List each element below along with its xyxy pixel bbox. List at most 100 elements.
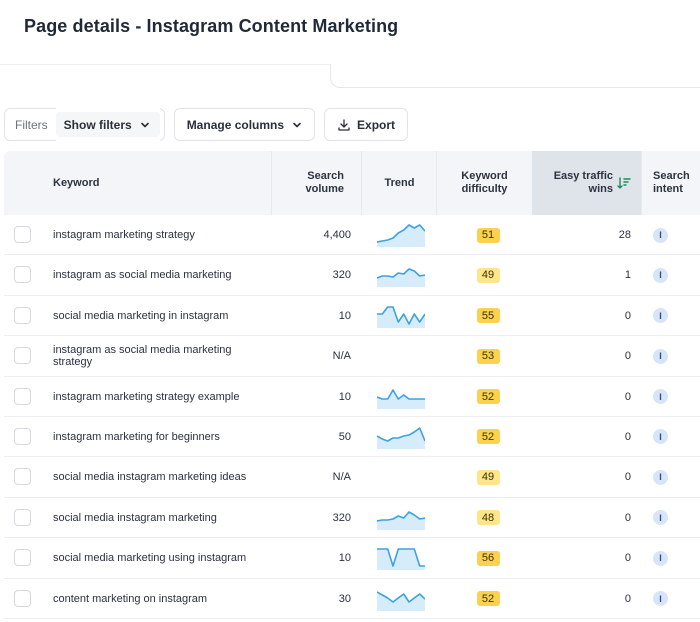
show-filters-button[interactable]: Show filters (55, 108, 160, 141)
header-trend-label: Trend (384, 176, 415, 189)
trend-cell (377, 417, 427, 457)
page-title: Page details - Instagram Content Marketi… (24, 16, 399, 36)
search-volume-cell: 10 (272, 296, 351, 336)
keyword-cell[interactable]: social media marketing in instagram (53, 296, 268, 336)
row-checkbox[interactable] (14, 387, 31, 405)
table-row[interactable]: instagram marketing strategy example 10 … (4, 377, 700, 417)
trend-area (377, 427, 425, 449)
keyword-cell[interactable]: social media instagram marketing (53, 498, 268, 538)
trend-line (377, 510, 425, 522)
search-volume-cell: N/A (272, 457, 351, 497)
trend-area (377, 591, 425, 611)
intent-informational-badge[interactable]: I (653, 308, 668, 324)
row-checkbox[interactable] (14, 226, 31, 243)
row-checkbox[interactable] (14, 549, 31, 567)
header-search-volume-line2: volume (305, 183, 344, 195)
download-icon (338, 118, 350, 131)
intent-informational-badge[interactable]: I (653, 469, 668, 485)
search-intent-cell: I (653, 377, 673, 417)
easy-traffic-wins-cell: 0 (532, 336, 631, 376)
table-row[interactable]: social media marketing in instagram 10 5… (4, 296, 700, 337)
table-row[interactable]: social media marketing using instagram 1… (4, 538, 700, 579)
manage-columns-button[interactable]: Manage columns (173, 108, 316, 141)
keyword-difficulty-cell: 51 (473, 215, 503, 255)
table-row[interactable]: social media instagram marketing 320 48 … (4, 498, 700, 539)
trend-sparkline (377, 388, 425, 409)
keyword-cell[interactable]: social media instagram marketing ideas (53, 457, 268, 497)
header-intent-line2: intent (653, 183, 683, 195)
search-volume-cell: 30 (272, 579, 351, 619)
row-checkbox[interactable] (14, 347, 31, 365)
intent-informational-badge[interactable]: I (653, 591, 668, 607)
search-volume-value: 320 (332, 269, 351, 282)
show-filters-label: Show filters (63, 117, 132, 132)
intent-informational-badge[interactable]: I (653, 227, 668, 243)
row-checkbox[interactable] (14, 589, 31, 607)
keyword-text: instagram as social media marketing stra… (53, 344, 232, 369)
table-row[interactable]: social media instagram marketing ideas N… (4, 457, 700, 498)
header-keyword-difficulty[interactable]: Keyword difficulty (437, 151, 532, 215)
table-row[interactable]: instagram marketing for beginners 50 52 … (4, 417, 700, 458)
intent-informational-badge[interactable]: I (653, 389, 668, 405)
table-row[interactable]: instagram as social media marketing stra… (4, 336, 700, 377)
toolbar: Filters Show filters Manage columns Expo… (4, 108, 409, 141)
trend-cell (377, 296, 427, 336)
easy-traffic-wins-value: 0 (624, 552, 631, 565)
easy-traffic-wins-cell: 0 (532, 457, 631, 497)
export-button[interactable]: Export (324, 108, 409, 141)
easy-traffic-wins-value: 0 (624, 390, 631, 403)
row-checkbox[interactable] (14, 468, 31, 486)
keyword-difficulty-badge: 49 (476, 469, 500, 485)
header-search-volume-line1: Search (307, 170, 344, 182)
trend-sparkline (377, 305, 425, 328)
show-filters-button-surface[interactable]: Show filters (55, 112, 160, 137)
keyword-difficulty-cell: 49 (473, 255, 503, 295)
keyword-cell[interactable]: instagram marketing strategy (53, 215, 268, 255)
table-row[interactable]: content marketing on instagram 30 52 0 I (4, 579, 700, 619)
intent-informational-badge[interactable]: I (653, 510, 668, 526)
search-volume-cell: 50 (272, 417, 351, 457)
header-divider (271, 151, 272, 215)
trend-cell (377, 457, 427, 497)
intent-informational-badge[interactable]: I (653, 348, 668, 364)
keyword-table: Keyword Search volume Trend Keyword diffic… (4, 151, 700, 619)
header-etw-line1: Easy traffic (553, 170, 613, 182)
trend-cell (377, 215, 427, 255)
row-checkbox[interactable] (14, 266, 31, 284)
header-easy-traffic-wins[interactable]: Easy traffic wins (532, 151, 641, 215)
trend-cell (377, 377, 427, 417)
intent-informational-badge[interactable]: I (653, 429, 668, 445)
intent-informational-badge[interactable]: I (653, 550, 668, 566)
trend-area (377, 269, 425, 288)
header-trend[interactable]: Trend (362, 151, 437, 215)
header-intent-line1: Search (653, 170, 690, 182)
easy-traffic-wins-value: 0 (624, 592, 631, 605)
keyword-cell[interactable]: instagram as social media marketing (53, 255, 268, 295)
search-volume-value: 10 (338, 552, 351, 565)
header-search-volume[interactable]: Search volume (272, 151, 344, 215)
trend-sparkline (377, 268, 425, 288)
keyword-difficulty-cell: 53 (473, 336, 503, 376)
trend-line (377, 427, 425, 442)
trend-line (377, 268, 425, 280)
keyword-text: social media instagram marketing ideas (53, 471, 247, 484)
header-search-intent[interactable]: Search intent (653, 151, 700, 215)
keyword-difficulty-cell: 52 (473, 579, 503, 619)
trend-sparkline (377, 590, 425, 611)
keyword-cell[interactable]: instagram marketing strategy example (53, 377, 268, 417)
table-row[interactable]: instagram marketing strategy 4,400 51 28… (4, 215, 700, 256)
row-checkbox[interactable] (14, 427, 31, 445)
header-keyword[interactable]: Keyword (53, 151, 253, 215)
search-volume-value: 10 (338, 309, 351, 322)
keyword-cell[interactable]: instagram marketing for beginners (53, 417, 268, 457)
search-intent-cell: I (653, 538, 673, 578)
keyword-cell[interactable]: instagram as social media marketing stra… (53, 336, 268, 376)
keyword-difficulty-cell: 52 (473, 417, 503, 457)
search-volume-cell: 320 (272, 498, 351, 538)
keyword-cell[interactable]: content marketing on instagram (53, 579, 268, 619)
intent-informational-badge[interactable]: I (653, 267, 668, 283)
keyword-cell[interactable]: social media marketing using instagram (53, 538, 268, 578)
row-checkbox[interactable] (14, 508, 31, 526)
row-checkbox[interactable] (14, 306, 31, 324)
table-row[interactable]: instagram as social media marketing 320 … (4, 255, 700, 296)
